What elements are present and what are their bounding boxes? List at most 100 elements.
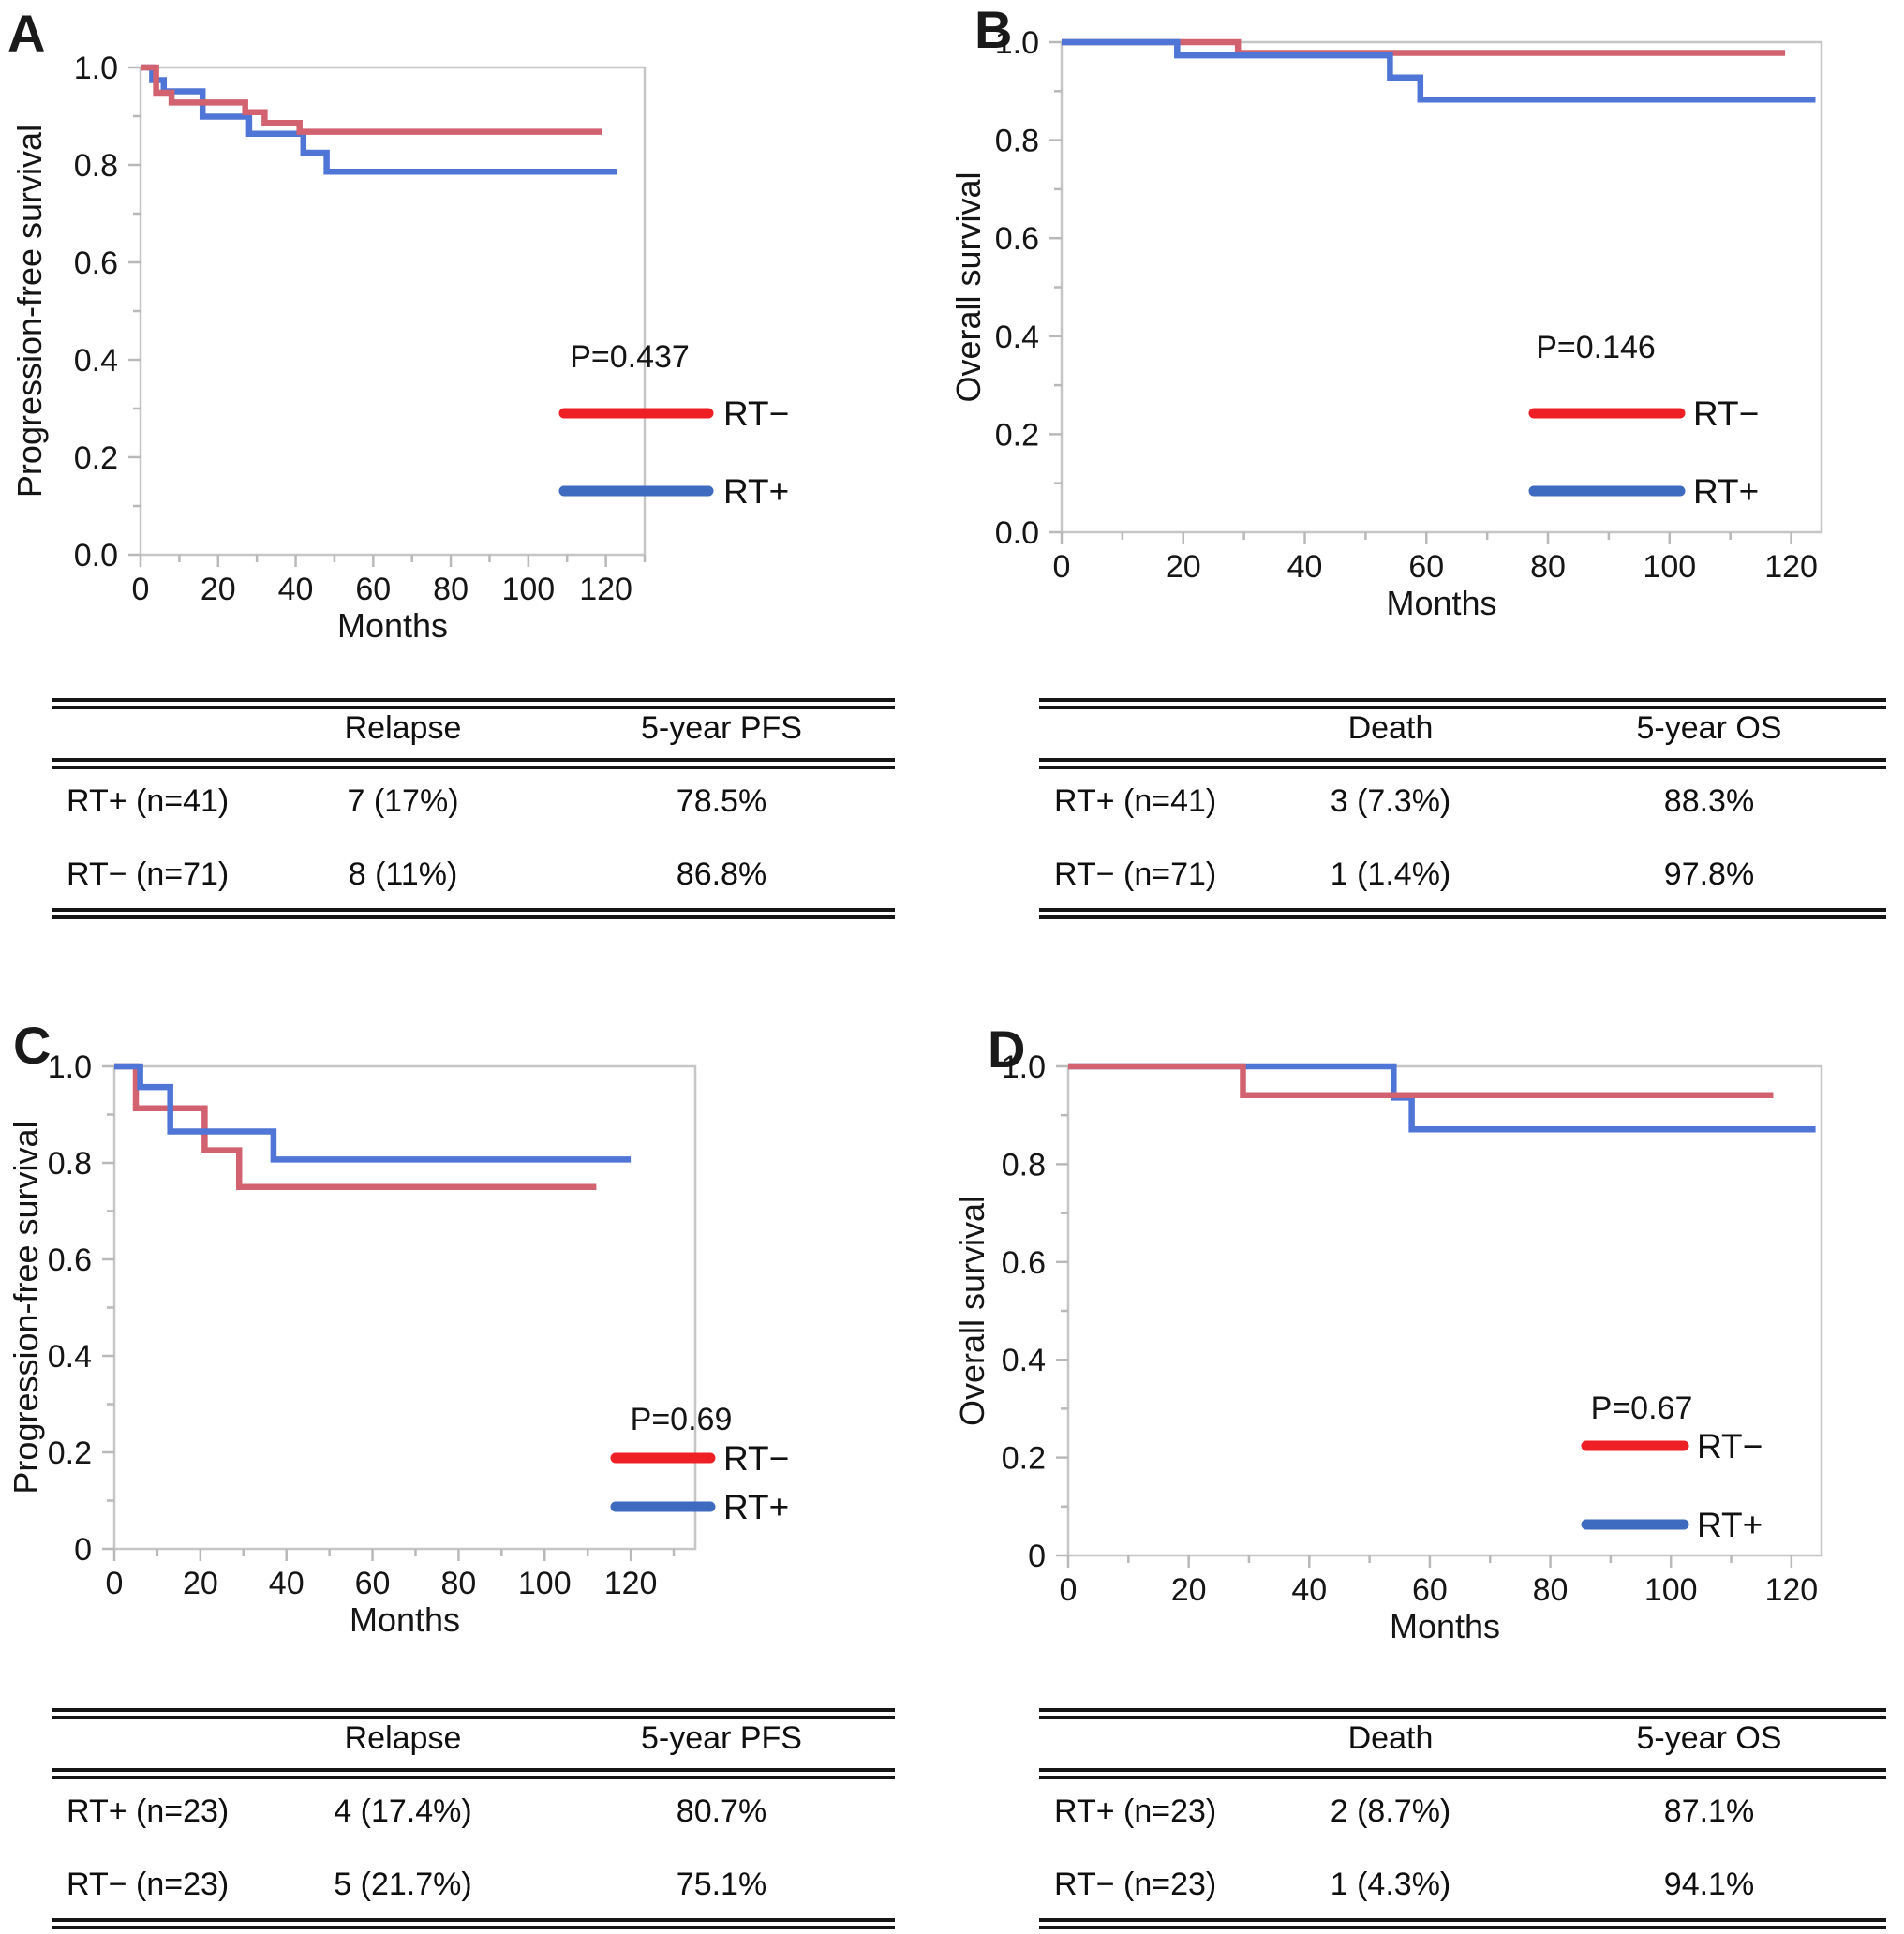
panel-d-letter: D	[988, 1019, 1026, 1079]
table-cell-rate: 88.3%	[1663, 783, 1755, 819]
table-header-rate: 5-year PFS	[641, 710, 802, 746]
table-rule-header	[1039, 758, 1886, 769]
table-row-label: RT− (n=71)	[67, 856, 230, 892]
svg-text:80: 80	[1533, 1572, 1569, 1608]
p-value-label: P=0.437	[570, 339, 690, 375]
svg-text:0: 0	[132, 572, 150, 607]
svg-text:0: 0	[1053, 549, 1071, 585]
table-cell-rate: 97.8%	[1663, 856, 1755, 892]
legend-rt-plus-label: RT+	[1693, 472, 1759, 511]
svg-text:0.2: 0.2	[48, 1436, 92, 1471]
svg-text:0: 0	[74, 1532, 92, 1568]
curve-rt-plus	[141, 64, 617, 175]
svg-text:40: 40	[278, 572, 314, 607]
table-rule-bottom	[52, 1918, 895, 1929]
svg-text:80: 80	[433, 572, 469, 607]
svg-text:60: 60	[1412, 1572, 1448, 1608]
legend-rt-plus-label: RT+	[1697, 1506, 1763, 1544]
svg-text:100: 100	[1643, 549, 1696, 585]
table-rule-top	[52, 698, 895, 709]
table-row-label: RT− (n=23)	[1054, 1867, 1217, 1902]
svg-text:0.6: 0.6	[1002, 1245, 1046, 1281]
svg-text:20: 20	[201, 572, 236, 607]
svg-text:20: 20	[1166, 549, 1201, 585]
y-axis-title: Overall survival	[952, 171, 988, 402]
axis-ticks	[1049, 40, 1792, 544]
legend-rt-minus-label: RT−	[723, 394, 789, 433]
table-rule-top	[52, 1708, 895, 1719]
y-axis-title: Progression-free survival	[10, 125, 49, 498]
table-header-events: Relapse	[344, 710, 462, 746]
table-rule-bottom	[1039, 908, 1886, 919]
table-cell-rate: 80.7%	[676, 1793, 767, 1829]
svg-text:120: 120	[1764, 549, 1818, 585]
panel-c: C 0 20 40 60 80 100 120 1.0 0.8 0.6 0.4 0.2 0 Months P…	[0, 967, 952, 1934]
p-value-label: P=0.69	[631, 1402, 733, 1437]
table-cell-events: 1 (1.4%)	[1330, 856, 1451, 892]
table-cell-events: 2 (8.7%)	[1330, 1793, 1451, 1829]
table-rule-header	[1039, 1768, 1886, 1779]
svg-text:1.0: 1.0	[74, 51, 118, 86]
panel-b: B 0 20 40 60 80 100 120 1.0 0.8 0.6 0.4 0.2 0.0 Month…	[949, 0, 1904, 967]
svg-text:60: 60	[1408, 549, 1444, 585]
svg-text:0.8: 0.8	[995, 124, 1039, 159]
svg-text:100: 100	[501, 572, 555, 607]
table-rule-header	[52, 758, 895, 769]
table-row-label: RT+ (n=41)	[67, 783, 230, 819]
legend-rt-minus-label: RT−	[723, 1439, 789, 1478]
table-row-label: RT+ (n=41)	[1054, 783, 1217, 819]
table-rule-bottom	[1039, 1918, 1886, 1929]
panel-d: D 0 20 40 60 80 100 120 1.0 0.8 0.6 0.4 0.2 0 Months O…	[952, 967, 1904, 1934]
table-header-rate: 5-year OS	[1636, 1720, 1782, 1756]
plot-frame	[112, 1064, 697, 1551]
plot-frame	[139, 66, 647, 557]
panel-a-table: Relapse 5-year PFS RT+ (n=41) 7 (17%) 78…	[52, 698, 895, 930]
svg-text:80: 80	[1530, 549, 1566, 585]
svg-text:120: 120	[1764, 1572, 1818, 1608]
table-rule-bottom	[52, 908, 895, 919]
svg-text:0.8: 0.8	[1002, 1147, 1046, 1183]
table-rule-top	[1039, 1708, 1886, 1719]
table-cell-events: 3 (7.3%)	[1330, 783, 1451, 819]
legend-rt-plus-label: RT+	[723, 1488, 789, 1526]
svg-text:60: 60	[355, 1566, 391, 1601]
legend-rt-minus-label: RT−	[1697, 1427, 1763, 1465]
y-axis-title: Overall survival	[953, 1196, 991, 1426]
svg-text:1.0: 1.0	[1002, 1049, 1046, 1085]
panel-c-table: Relapse 5-year PFS RT+ (n=23) 4 (17.4%) …	[52, 1708, 895, 1934]
x-axis-title: Months	[1390, 1607, 1500, 1645]
curve-rt-plus	[114, 1063, 632, 1163]
km-chart-A: 0 20 40 60 80 100 120 1.0 0.8 0.6 0.4 0.2 0.0 Months P…	[10, 51, 789, 645]
axis-tick-labels: 0 20 40 60 80 100 120 1.0 0.8 0.6 0.4 0.2 0.0	[995, 25, 1818, 585]
table-cell-events: 1 (4.3%)	[1330, 1867, 1451, 1902]
table-header-rate: 5-year PFS	[641, 1720, 802, 1756]
panel-a-chart: 0 20 40 60 80 100 120 1.0 0.8 0.6 0.4 0.2 0.0 Months P…	[0, 0, 952, 967]
axis-ticks	[128, 66, 647, 567]
svg-text:100: 100	[1644, 1572, 1698, 1608]
svg-text:0.2: 0.2	[995, 417, 1039, 453]
x-axis-title: Months	[1386, 584, 1496, 622]
svg-text:0.2: 0.2	[1002, 1441, 1046, 1477]
svg-text:0.6: 0.6	[48, 1242, 92, 1278]
axis-tick-labels: 0 20 40 60 80 100 120 1.0 0.8 0.6 0.4 0.2 0.0	[74, 51, 632, 607]
table-header-events: Relapse	[344, 1720, 462, 1756]
svg-text:0.4: 0.4	[995, 320, 1039, 355]
svg-text:40: 40	[1287, 549, 1323, 585]
svg-text:60: 60	[355, 572, 391, 607]
svg-text:0.4: 0.4	[74, 343, 118, 379]
table-cell-rate: 78.5%	[676, 783, 767, 819]
table-row-label: RT− (n=71)	[1054, 856, 1217, 892]
table-cell-events: 5 (21.7%)	[334, 1867, 472, 1902]
svg-text:0: 0	[106, 1566, 124, 1601]
legend-rt-minus-label: RT−	[1693, 394, 1759, 433]
panel-b-letter: B	[974, 0, 1013, 59]
table-cell-rate: 86.8%	[676, 856, 767, 892]
svg-text:0.8: 0.8	[74, 148, 118, 184]
table-row-label: RT+ (n=23)	[67, 1793, 230, 1829]
svg-text:20: 20	[183, 1566, 218, 1601]
table-cell-rate: 87.1%	[1663, 1793, 1755, 1829]
curve-rt-minus	[1068, 1063, 1774, 1099]
svg-text:120: 120	[604, 1566, 658, 1601]
svg-text:0.4: 0.4	[1002, 1343, 1046, 1378]
